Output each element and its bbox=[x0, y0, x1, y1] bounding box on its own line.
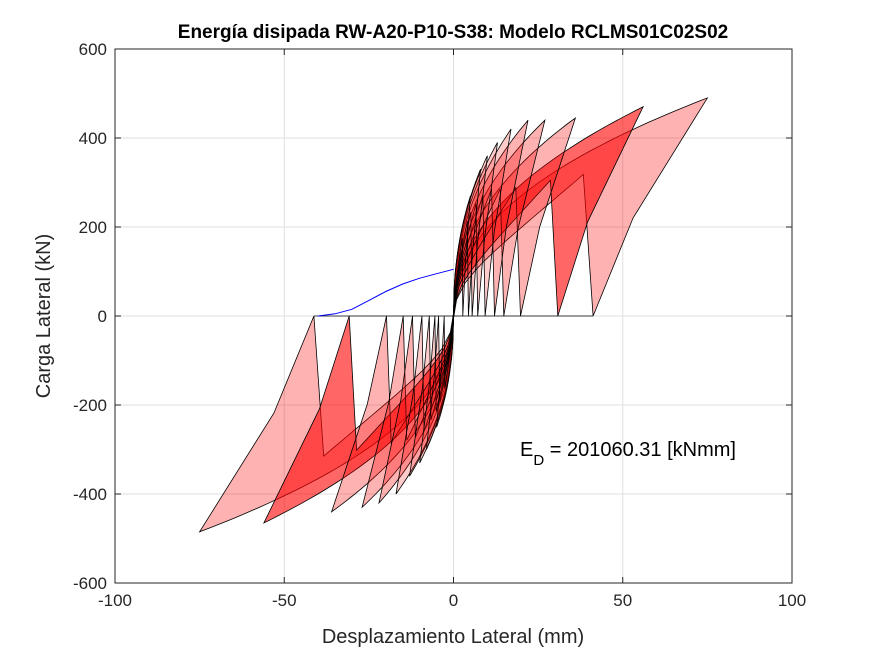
y-tick-label: -200 bbox=[73, 396, 107, 415]
hysteresis-loop bbox=[378, 119, 529, 505]
hysteresis-loop bbox=[436, 195, 471, 428]
y-tick-label: 0 bbox=[98, 307, 107, 326]
x-tick-label: 100 bbox=[778, 591, 806, 610]
y-tick-label: 400 bbox=[79, 129, 107, 148]
energy-annotation: ED = 201060.31 [kNmm] bbox=[520, 439, 736, 469]
y-tick-label: -400 bbox=[73, 485, 107, 504]
energy-annotation-base: E bbox=[520, 439, 533, 461]
hysteresis-loops bbox=[198, 97, 709, 533]
y-tick-label: 600 bbox=[79, 40, 107, 59]
x-tick-label: 0 bbox=[449, 591, 458, 610]
x-tick-label: -100 bbox=[98, 591, 132, 610]
energy-annotation-text: = 201060.31 [kNmm] bbox=[544, 439, 736, 461]
ticks: -100 -50 0 50 100 -600 -400 -200 0 200 400 600 bbox=[73, 40, 806, 610]
hysteresis-loop bbox=[395, 128, 512, 495]
energy-annotation-subscript: D bbox=[533, 452, 544, 469]
chart-title: Energía disipada RW-A20-P10-S38: Modelo … bbox=[178, 22, 728, 43]
x-tick-label: -50 bbox=[272, 591, 297, 610]
y-axis-label: Carga Lateral (kN) bbox=[33, 234, 55, 399]
x-axis-label: Desplazamiento Lateral (mm) bbox=[322, 626, 584, 648]
y-tick-label: -600 bbox=[73, 574, 107, 593]
envelope-series bbox=[318, 268, 454, 317]
y-tick-label: 200 bbox=[79, 218, 107, 237]
envelope-curve bbox=[318, 268, 454, 317]
x-tick-label: 50 bbox=[613, 591, 632, 610]
